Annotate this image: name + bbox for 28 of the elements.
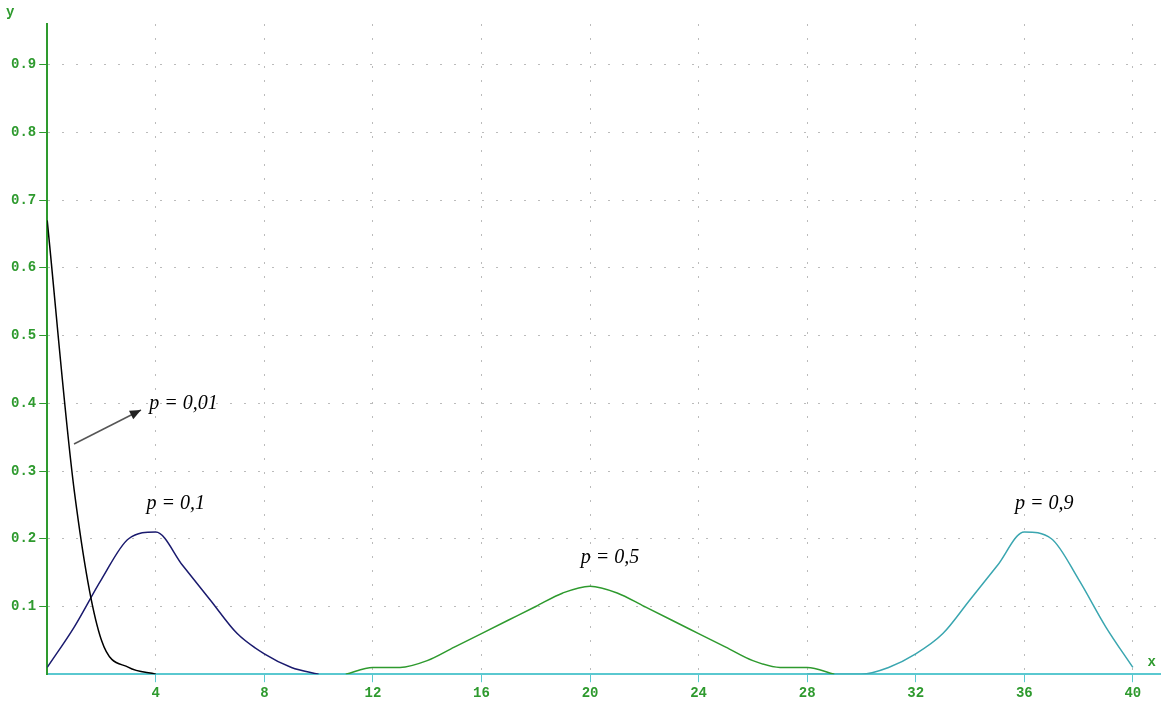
y-tick-label: 0.6 [10, 259, 37, 276]
x-tick-label: 36 [1015, 685, 1033, 702]
x-tick-label: 8 [260, 685, 269, 702]
x-tick-label: 24 [690, 685, 707, 702]
y-tick-label: 0.4 [10, 394, 37, 411]
annotation: p = 0,5 [578, 545, 640, 569]
x-tick-label: 40 [1124, 685, 1142, 702]
line-series [806, 531, 1134, 675]
line-series [345, 585, 836, 675]
y-axis-title: y [6, 3, 15, 20]
x-axis-title: x [1147, 653, 1157, 670]
y-tick-label: 0.5 [10, 327, 37, 344]
y-tick-label: 0.3 [10, 462, 37, 479]
annotation: p = 0,9 [1013, 491, 1074, 515]
x-tick-label: 4 [151, 685, 160, 702]
x-tick-label: 12 [364, 685, 382, 702]
y-tick-label: 0.1 [10, 598, 37, 614]
x-tick-label: 16 [473, 685, 490, 702]
x-tick-label: 32 [907, 685, 925, 702]
y-tick-label: 0.2 [10, 530, 37, 547]
annotation: p = 0,01 [147, 391, 218, 415]
x-tick-label: 28 [798, 685, 816, 702]
y-tick-label: 0.7 [10, 191, 37, 208]
y-tick-label: 0.8 [10, 123, 37, 140]
line-series [47, 531, 320, 675]
x-tick-label: 20 [581, 685, 599, 702]
annotation: p = 0,1 [144, 491, 206, 515]
y-tick-label: 0.9 [10, 56, 37, 73]
